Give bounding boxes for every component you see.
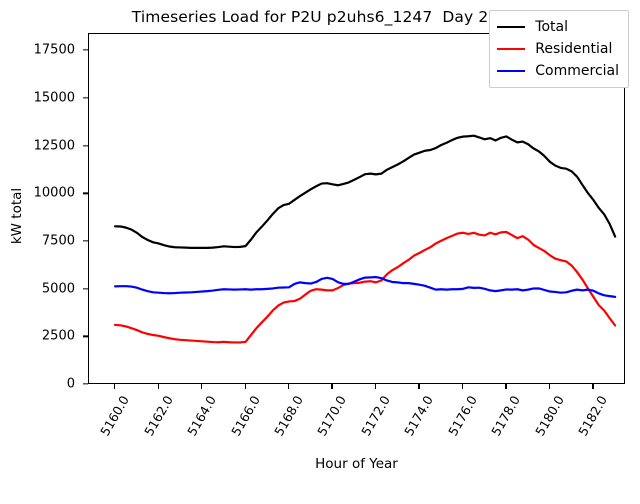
y-tick-mark — [83, 287, 88, 290]
y-axis: kW total 0 2500 5000 7500 10000 12500 15000 175… — [0, 33, 88, 392]
y-tick-mark — [83, 335, 88, 337]
x-tick-mark — [418, 384, 420, 389]
x-tick-mark — [114, 384, 116, 389]
x-tick-mark — [505, 384, 507, 389]
y-tick-mark — [83, 240, 88, 242]
x-tick-mark — [461, 384, 464, 389]
legend-swatch-commercial — [497, 69, 526, 73]
y-tick-label: 17500 — [33, 42, 75, 58]
x-tick-mark — [288, 384, 290, 389]
x-tick-mark — [201, 384, 203, 389]
y-tick-mark — [83, 383, 88, 385]
plot-lines — [113, 134, 617, 344]
x-tick-mark — [548, 384, 551, 389]
x-axis-label: Hour of Year — [315, 456, 398, 472]
y-tick-label: 2500 — [41, 328, 75, 344]
x-tick-mark — [331, 384, 333, 389]
chart-figure: Timeseries Load for P2U p2uhs6_1247 Day … — [0, 8, 629, 480]
y-tick-mark — [83, 49, 88, 51]
x-tick-mark — [157, 384, 159, 389]
plot-area — [88, 33, 625, 384]
y-tick-label: 10000 — [33, 185, 75, 201]
legend-item-total: Total — [497, 16, 619, 38]
chart-legend: Total Residential Commercial — [489, 10, 629, 88]
legend-item-commercial: Commercial — [497, 60, 619, 82]
y-tick-label: 12500 — [33, 138, 75, 154]
series-line-residential — [113, 230, 617, 344]
y-tick-label: 0 — [66, 376, 75, 392]
y-tick-mark — [83, 144, 88, 147]
y-tick-label: 15000 — [33, 90, 75, 106]
x-tick-mark — [244, 384, 246, 389]
legend-label: Total — [535, 19, 568, 35]
legend-swatch-residential — [497, 47, 526, 51]
series-line-commercial — [113, 275, 617, 298]
y-tick-label: 5000 — [41, 281, 75, 297]
legend-item-residential: Residential — [497, 38, 619, 60]
y-axis-label: kW total — [9, 187, 25, 245]
y-tick-mark — [83, 192, 88, 194]
legend-swatch-total — [497, 25, 526, 29]
x-tick-mark — [374, 384, 377, 389]
y-tick-label: 7500 — [41, 233, 75, 249]
x-axis: Hour of Year 5160.0 5162.0 5164.0 5166.0 516… — [88, 384, 625, 480]
legend-label: Commercial — [535, 63, 619, 79]
y-tick-mark — [83, 97, 88, 99]
legend-label: Residential — [535, 41, 613, 57]
series-line-total — [113, 134, 617, 249]
x-tick-mark — [592, 384, 594, 389]
